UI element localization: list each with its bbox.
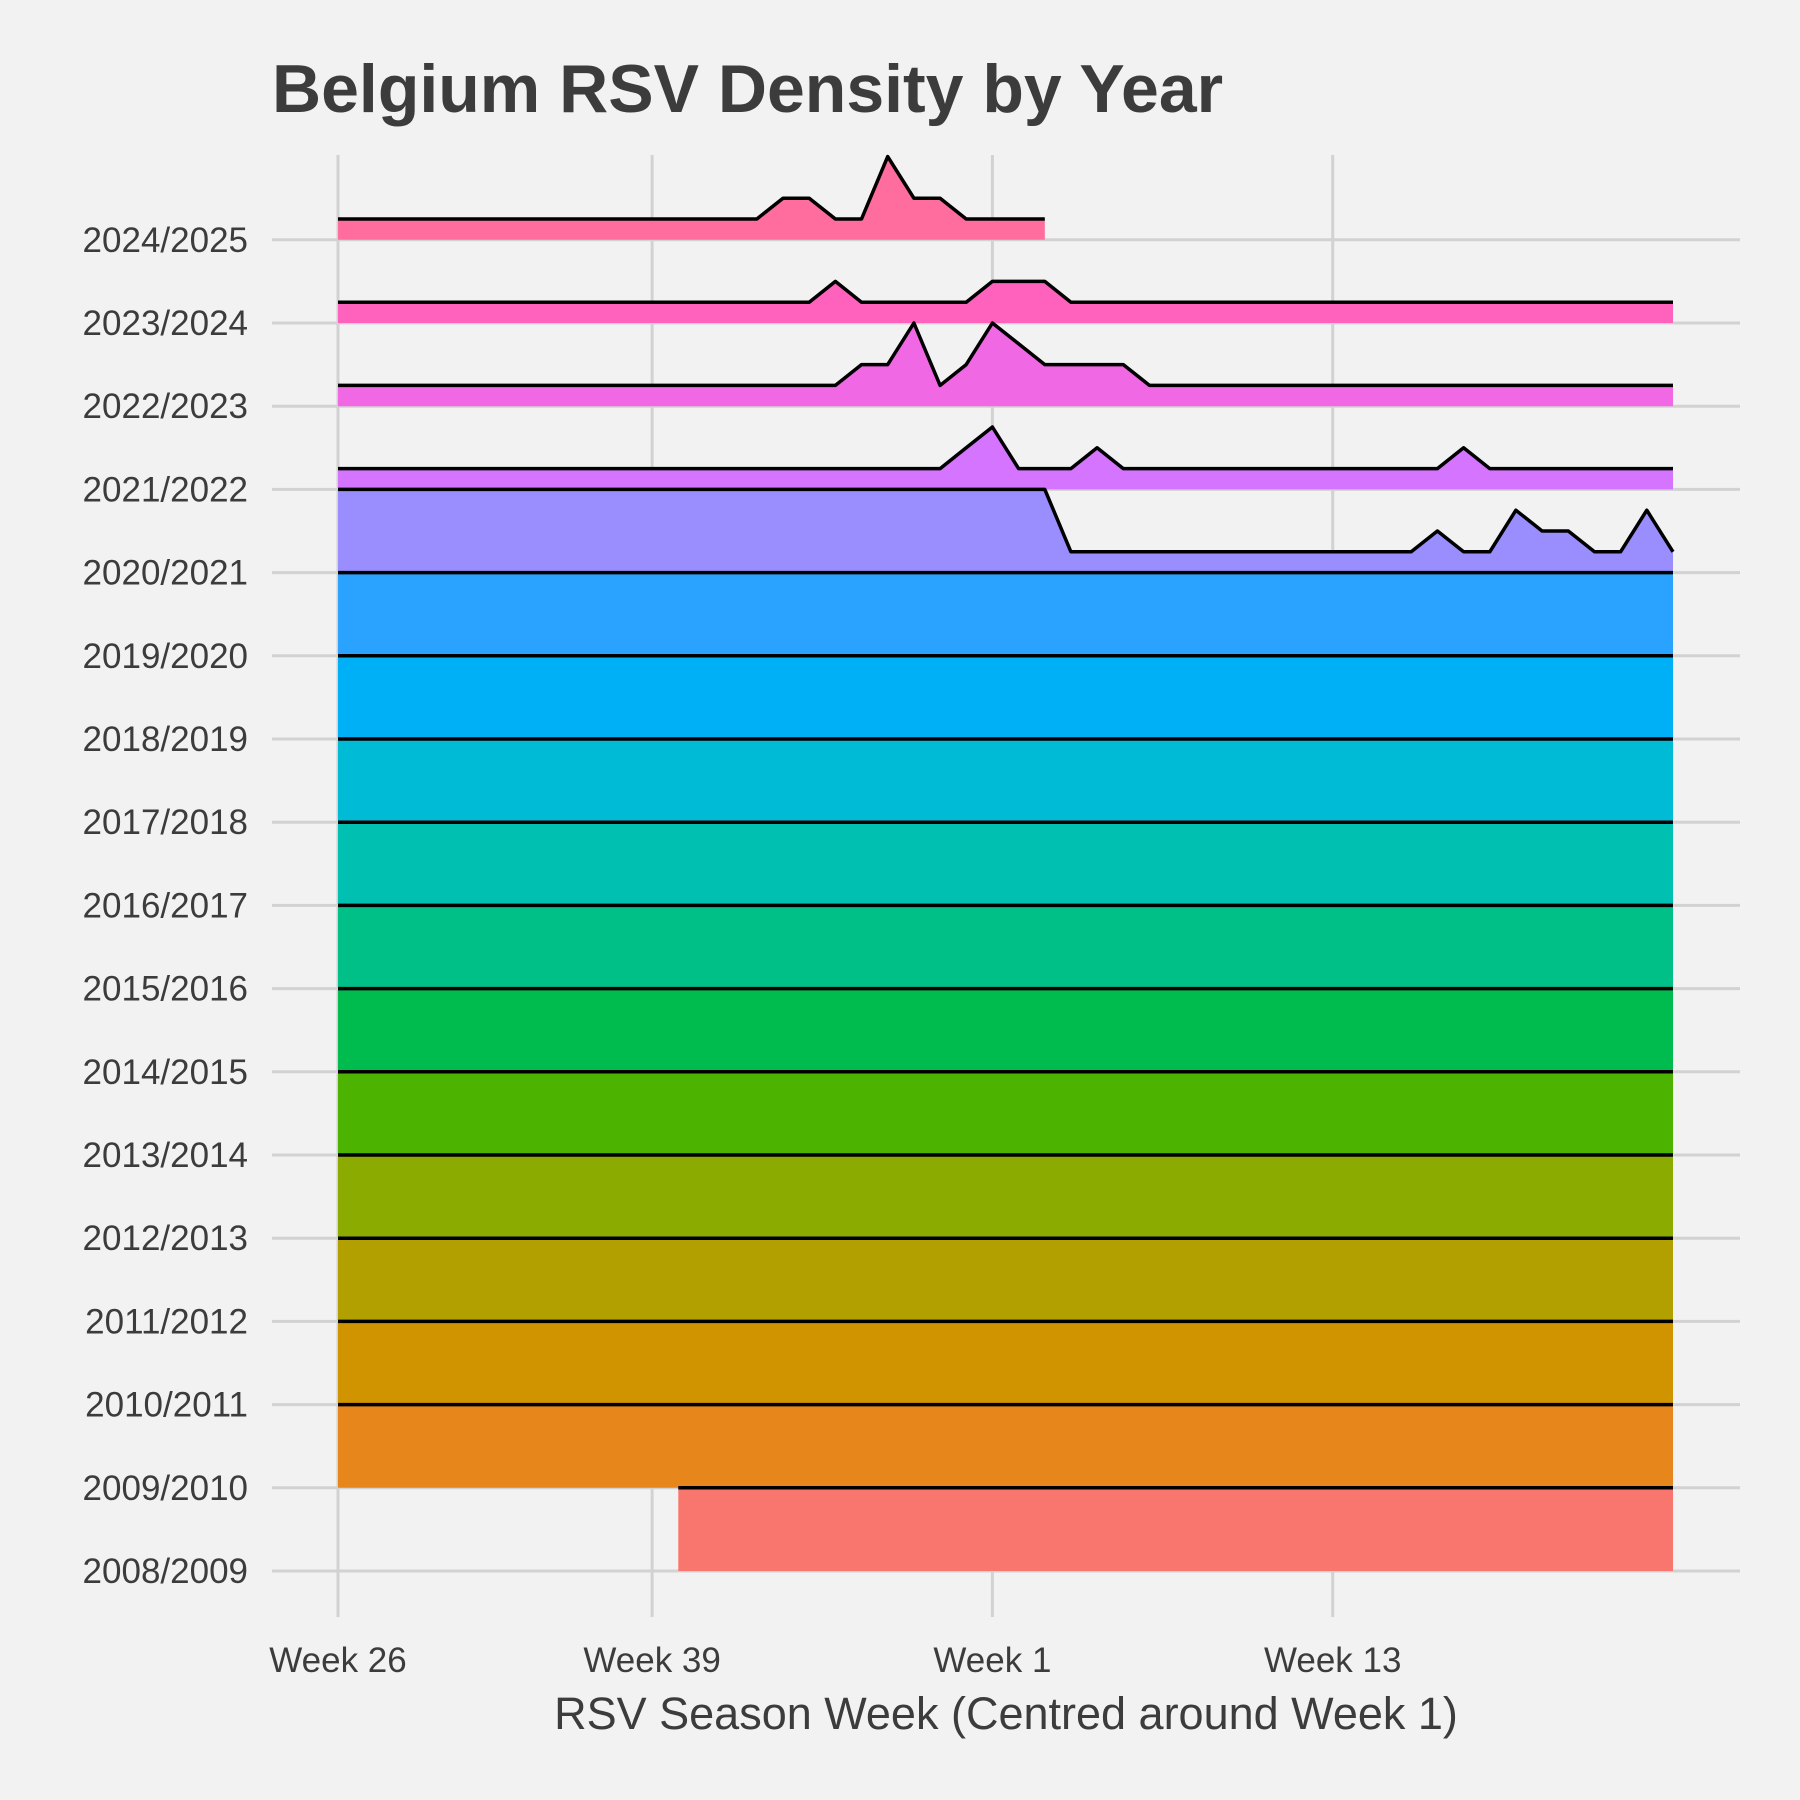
ridge-fill-2015-2016 [338,905,1673,989]
ridge-line-2021-2022 [338,425,1673,471]
ridge-fill-2009-2010 [338,1404,1673,1488]
ridge-fill-2021-2022 [338,427,1673,490]
x-axis-title: RSV Season Week (Centred around Week 1) [554,1688,1458,1739]
ridge-fill-2017-2018 [338,739,1673,823]
ridge-line-2020-2021 [338,487,1675,554]
ridge-2022-2023 [338,321,1673,407]
ridge-2011-2012 [338,1236,1673,1322]
y-tick-label-2018-2019: 2018/2019 [83,720,248,759]
ridge-2010-2011 [338,1319,1673,1405]
ridge-fill-2019-2020 [338,572,1673,656]
y-tick-label-2011-2012: 2011/2012 [85,1302,248,1341]
ridge-2014-2015 [338,986,1673,1072]
ridge-fill-2016-2017 [338,822,1673,906]
ridge-line-2022-2023 [338,321,1673,388]
ridge-2009-2010 [338,1402,1673,1488]
y-tick-label-2008-2009: 2008/2009 [83,1552,248,1591]
ridge-2024-2025 [338,154,1045,240]
ridge-fill-2010-2011 [338,1321,1673,1405]
ridge-line-2023-2024 [338,279,1673,304]
ridge-2013-2014 [338,1070,1673,1155]
ridges [338,154,1675,1571]
ridge-fill-2012-2013 [338,1155,1673,1239]
ridge-2008-2009 [678,1486,1673,1571]
y-tick-label-2021-2022: 2021/2022 [83,470,248,509]
x-tick-labels: Week 26 Week 39 Week 1 Week 13 [269,1641,1401,1680]
x-tick-label-week-26: Week 26 [269,1641,407,1680]
y-tick-label-2012-2013: 2012/2013 [83,1219,248,1258]
y-tick-label-2022-2023: 2022/2023 [83,387,248,426]
chart-title: Belgium RSV Density by Year [272,51,1223,127]
y-tick-label-2014-2015: 2014/2015 [83,1053,248,1092]
y-tick-label-2013-2014: 2013/2014 [83,1136,248,1175]
ridge-2017-2018 [338,737,1673,823]
ridge-2019-2020 [338,570,1673,656]
ridge-2020-2021 [338,487,1675,573]
y-tick-label-2023-2024: 2023/2024 [83,304,248,343]
y-tick-label-2019-2020: 2019/2020 [83,637,248,676]
ridge-fill-2008-2009 [678,1487,1673,1571]
y-tick-label-2009-2010: 2009/2010 [83,1469,248,1508]
ridge-fill-2023-2024 [338,281,1673,323]
y-tick-label-2024-2025: 2024/2025 [83,221,248,260]
x-tick-label-week-1: Week 1 [933,1641,1051,1680]
ridge-2015-2016 [338,903,1673,989]
y-tick-label-2017-2018: 2017/2018 [83,803,248,842]
ridge-2021-2022 [338,425,1673,490]
y-tick-label-2015-2016: 2015/2016 [83,970,248,1009]
x-tick-label-week-13: Week 13 [1264,1641,1402,1680]
y-tick-label-2010-2011: 2010/2011 [85,1386,248,1425]
ridge-2018-2019 [338,654,1673,739]
ridge-line-2024-2025 [338,154,1045,221]
y-tick-label-2020-2021: 2020/2021 [83,554,248,593]
y-tick-label-2016-2017: 2016/2017 [83,886,248,925]
ridge-2012-2013 [338,1153,1673,1239]
ridge-2016-2017 [338,820,1673,906]
ridge-2023-2024 [338,279,1673,323]
ridge-fill-2013-2014 [338,1071,1673,1155]
ridge-fill-2018-2019 [338,655,1673,739]
x-tick-label-week-39: Week 39 [583,1641,721,1680]
ridge-fill-2011-2012 [338,1238,1673,1322]
ridge-fill-2014-2015 [338,988,1673,1072]
y-tick-labels: 2008/2009 2009/2010 2010/2011 2011/2012 2012… [83,221,248,1591]
